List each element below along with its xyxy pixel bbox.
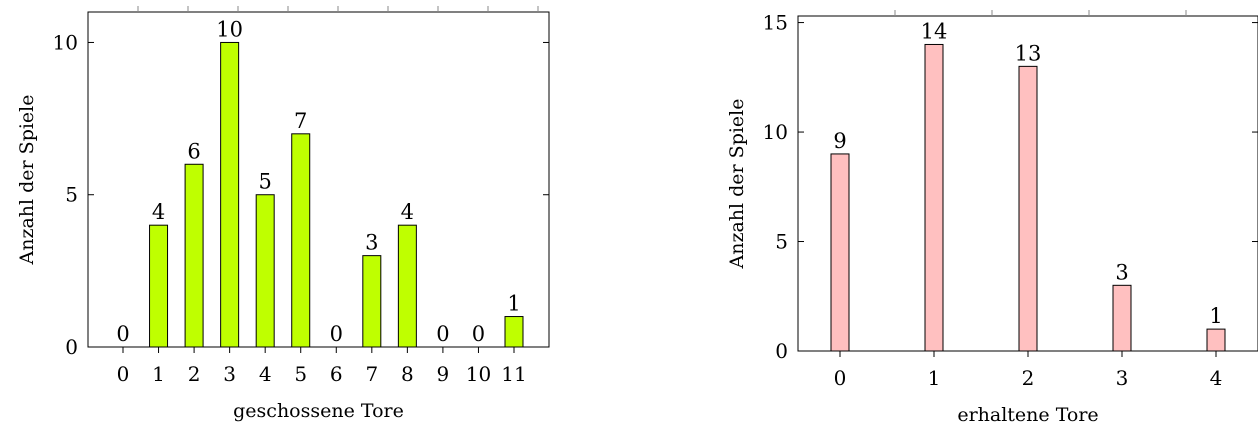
x-tick-label: 9 bbox=[437, 362, 450, 386]
x-tick-label: 1 bbox=[152, 362, 165, 386]
bar-value-label: 14 bbox=[921, 19, 948, 43]
x-tick-label: 2 bbox=[188, 362, 201, 386]
x-axis-title: erhaltene Tore bbox=[957, 404, 1098, 426]
x-tick-label: 4 bbox=[259, 362, 272, 386]
x-tick-label: 4 bbox=[1210, 366, 1223, 390]
bar bbox=[1206, 328, 1226, 352]
x-tick-label: 11 bbox=[501, 362, 526, 386]
x-tick-label: 2 bbox=[1022, 366, 1035, 390]
bar-value-label: 3 bbox=[1115, 260, 1128, 284]
bar bbox=[1112, 284, 1132, 352]
y-axis-title: Anzahl der Spiele bbox=[16, 95, 38, 266]
bar-value-label: 6 bbox=[187, 139, 200, 163]
bar-value-label: 4 bbox=[152, 200, 165, 224]
plot-frame bbox=[87, 11, 550, 348]
bar bbox=[291, 133, 311, 348]
x-tick-label: 3 bbox=[1116, 366, 1129, 390]
bar-value-label: 13 bbox=[1015, 41, 1042, 65]
bar-value-label: 0 bbox=[436, 322, 449, 346]
bar bbox=[184, 163, 204, 348]
x-tick-label: 3 bbox=[223, 362, 236, 386]
bar bbox=[149, 224, 169, 348]
bar-value-label: 3 bbox=[365, 231, 378, 255]
y-tick-label: 5 bbox=[65, 183, 78, 207]
x-tick-label: 0 bbox=[117, 362, 130, 386]
bar-value-label: 5 bbox=[258, 170, 271, 194]
bar bbox=[830, 153, 850, 352]
bar-value-label: 1 bbox=[507, 292, 520, 316]
x-tick-label: 7 bbox=[365, 362, 378, 386]
y-tick-label: 0 bbox=[775, 339, 788, 363]
x-tick-label: 10 bbox=[466, 362, 491, 386]
x-tick-label: 1 bbox=[928, 366, 941, 390]
bar bbox=[397, 224, 417, 348]
x-tick-label: 5 bbox=[294, 362, 307, 386]
x-axis-title: geschossene Tore bbox=[233, 400, 404, 422]
bar-value-label: 1 bbox=[1209, 304, 1222, 328]
bar bbox=[255, 194, 275, 348]
goals-conceded-chart: 0 5 10 15 0 9 1 14 2 13 3 3 4 1 erhaltene Tore Anzahl d… bbox=[726, 10, 1258, 426]
x-tick-label: 8 bbox=[401, 362, 414, 386]
bar-value-label: 0 bbox=[472, 322, 485, 346]
y-axis-title: Anzahl der Spiele bbox=[726, 99, 748, 270]
x-tick-label: 0 bbox=[834, 366, 847, 390]
y-tick-label: 10 bbox=[53, 30, 78, 54]
bar-value-label: 0 bbox=[116, 322, 129, 346]
bar-value-label: 9 bbox=[833, 129, 846, 153]
bar-value-label: 10 bbox=[216, 17, 243, 41]
bar bbox=[1018, 65, 1038, 352]
bar-value-label: 4 bbox=[401, 200, 414, 224]
bar bbox=[362, 255, 382, 348]
x-tick-label: 6 bbox=[330, 362, 343, 386]
bar bbox=[924, 43, 944, 352]
y-tick-label: 0 bbox=[65, 335, 78, 359]
bar-value-label: 0 bbox=[330, 322, 343, 346]
y-tick-label: 10 bbox=[763, 120, 788, 144]
y-tick-label: 5 bbox=[775, 230, 788, 254]
y-tick-label: 15 bbox=[763, 11, 788, 35]
goals-scored-chart: 0510001426310455760738490100111geschosse… bbox=[16, 6, 550, 422]
bar-value-label: 7 bbox=[294, 109, 307, 133]
bar bbox=[504, 316, 524, 348]
bar bbox=[220, 41, 240, 348]
